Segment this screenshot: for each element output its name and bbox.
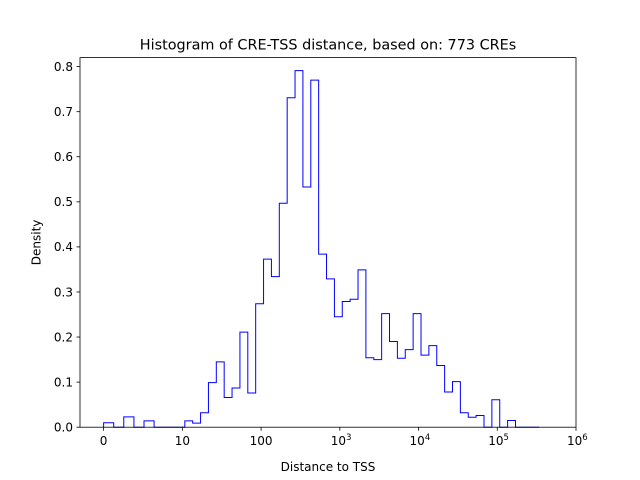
y-axis: 0.0 0.1 0.2 0.3 0.4 0.5 0.6 0.7 0.8 [54, 60, 80, 435]
histogram-step-line [103, 70, 540, 428]
plot-frame [79, 57, 577, 428]
x-tick-label: 100 [250, 434, 273, 448]
x-tick-label: 104 [410, 432, 431, 448]
y-tick-label: 0.2 [54, 330, 73, 344]
y-tick-label: 0.0 [54, 421, 73, 435]
x-axis-label: Distance to TSS [281, 460, 376, 474]
y-tick-label: 0.3 [54, 285, 73, 299]
x-axis: 0 10 100 103 104 105 106 [100, 427, 588, 448]
y-tick-label: 0.7 [54, 105, 73, 119]
y-tick-label: 0.5 [54, 195, 73, 209]
x-tick-label: 105 [488, 432, 509, 448]
x-tick-label: 0 [100, 434, 108, 448]
chart-title: Histogram of CRE-TSS distance, based on:… [140, 38, 516, 54]
y-tick-label: 0.4 [54, 240, 73, 254]
y-tick-label: 0.6 [54, 150, 73, 164]
y-tick-label: 0.8 [54, 60, 73, 74]
y-axis-label: Density [30, 220, 44, 266]
x-tick-label: 106 [567, 432, 588, 448]
x-tick-label: 103 [331, 432, 352, 448]
y-tick-label: 0.1 [54, 375, 73, 389]
x-tick-label: 10 [175, 434, 190, 448]
